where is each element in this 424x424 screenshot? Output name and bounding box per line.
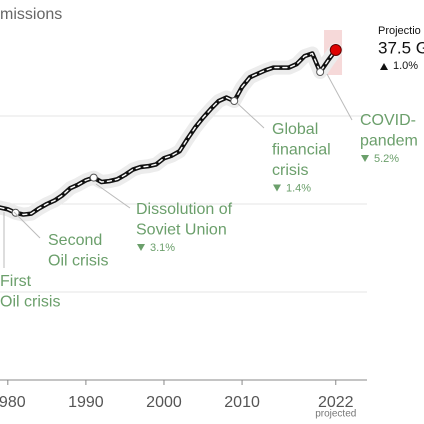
annotation-text: Dissolution of	[136, 201, 233, 218]
annotation-text: COVID-	[360, 112, 416, 129]
change-label: 3.1%	[150, 242, 175, 254]
chart-title: missions	[0, 6, 62, 23]
annotation-text: Soviet Union	[136, 222, 227, 239]
leader-line	[13, 211, 41, 239]
annotation-text: crisis	[272, 162, 308, 179]
annotation-text: First	[0, 273, 32, 290]
annotation-text: Oil crisis	[0, 294, 60, 311]
event-point	[316, 68, 325, 76]
annotation-text: pandem	[360, 133, 418, 150]
annotation-text: Oil crisis	[48, 253, 108, 270]
change-label: 1.4%	[286, 182, 311, 194]
x-note: projected	[315, 409, 356, 420]
leader-line	[236, 102, 265, 129]
projection-change: 1.0%	[393, 60, 418, 72]
event-point	[89, 173, 98, 182]
annotation-text: Second	[48, 232, 102, 249]
x-tick-label: 1990	[68, 394, 104, 411]
change-label: 5.2%	[374, 153, 399, 165]
x-tick-label: 2000	[146, 394, 182, 411]
x-tick-label: 2010	[224, 394, 260, 411]
projected-point	[329, 44, 342, 56]
series-dash	[0, 49, 337, 216]
projection-value: 37.5 G	[378, 38, 424, 57]
leader-line	[326, 73, 353, 121]
leader-line	[95, 183, 131, 209]
x-tick-label: 1980	[0, 394, 26, 411]
projection-label: Projectio	[378, 25, 421, 37]
down-triangle	[273, 184, 281, 192]
up-triangle	[380, 63, 388, 70]
down-triangle	[137, 244, 145, 251]
down-triangle	[361, 155, 369, 162]
annotation-text: financial	[272, 142, 331, 159]
x-tick-label: 2022	[318, 394, 354, 411]
event-point	[11, 208, 20, 217]
event-point	[230, 97, 239, 106]
annotation-text: Global	[272, 121, 318, 138]
